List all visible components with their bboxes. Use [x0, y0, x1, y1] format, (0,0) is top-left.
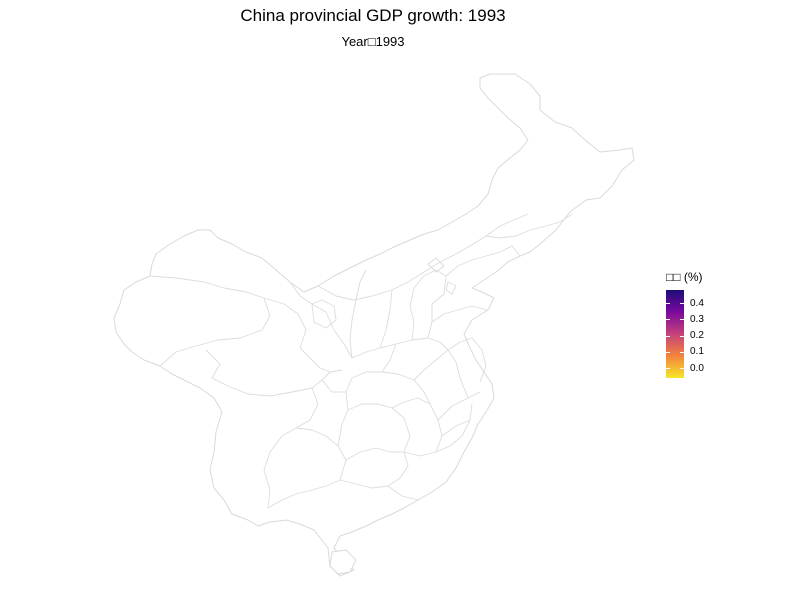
guizhou-boundary: [295, 427, 347, 481]
xinjiang-boundary: [149, 275, 271, 367]
hebei-boundary: [409, 269, 447, 341]
legend-tick: [680, 303, 684, 304]
qinghai-boundary: [263, 297, 343, 373]
zhejiang-boundary: [437, 391, 481, 437]
legend-label-0.3: 0.3: [690, 314, 704, 325]
legend-tick: [680, 352, 684, 353]
legend-tick: [666, 336, 670, 337]
legend-label-0.4: 0.4: [690, 298, 704, 309]
fujian-boundary: [435, 403, 473, 453]
shandong-boundary: [427, 305, 489, 339]
legend-colorbar: [666, 290, 684, 378]
legend-tick: [680, 336, 684, 337]
legend-tick: [680, 368, 684, 369]
legend-label-0.2: 0.2: [690, 330, 704, 341]
jilin-boundary: [485, 213, 573, 239]
hainan-outline: [329, 549, 357, 575]
shaanxi-boundary: [349, 269, 367, 359]
yunnan-boundary: [267, 479, 341, 509]
ningxia-boundary: [311, 299, 337, 329]
legend-tick: [666, 303, 670, 304]
legend-tick: [666, 319, 670, 320]
legend-label-0.0: 0.0: [690, 363, 704, 374]
chongqing-boundary: [321, 379, 346, 393]
tibet-boundary: [205, 349, 331, 397]
gansu-boundary: [289, 281, 353, 359]
henan-boundary: [351, 337, 449, 373]
legend-tick: [666, 368, 670, 369]
legend-tick: [680, 319, 684, 320]
liaoning-boundary: [445, 245, 521, 277]
legend-label-0.1: 0.1: [690, 346, 704, 357]
jiangsu-boundary: [447, 337, 487, 383]
map-subtitle: Year□1993: [341, 34, 405, 49]
map-title: China provincial GDP growth: 1993: [240, 6, 506, 25]
beijing-tianjin-boundary: [427, 257, 457, 295]
inner-mongolia-boundary: [317, 213, 529, 301]
legend-tick: [666, 352, 670, 353]
legend-title: □□ (%): [666, 270, 703, 284]
china-outline: [113, 73, 635, 577]
guangdong-boundary: [387, 485, 419, 501]
sichuan-boundary: [263, 387, 319, 509]
shanxi-boundary: [379, 289, 393, 349]
